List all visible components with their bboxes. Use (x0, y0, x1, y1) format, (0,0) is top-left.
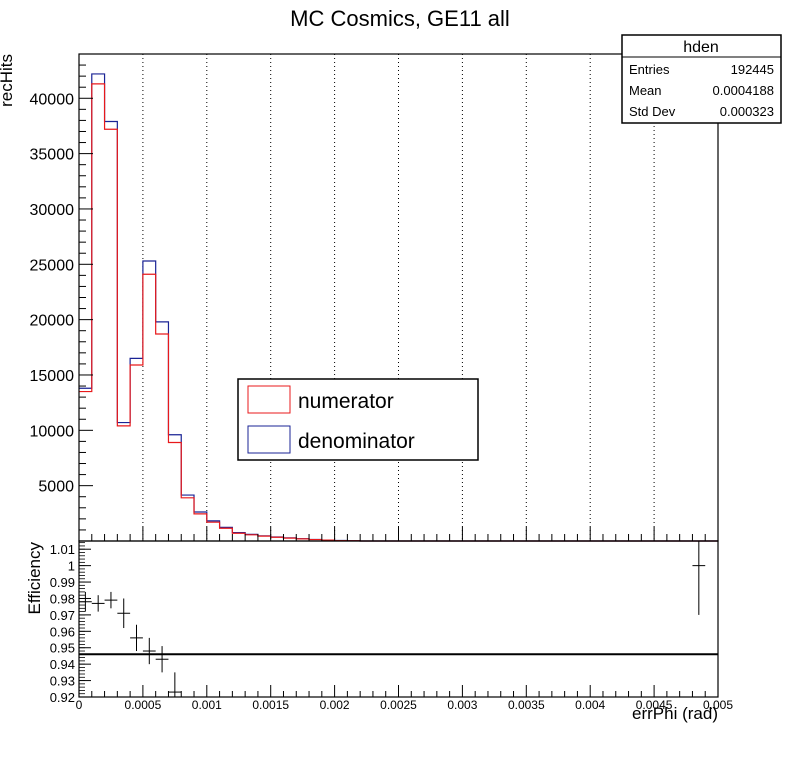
stats-mean-value: 0.0004188 (713, 83, 774, 98)
top-plot-frame (78, 53, 719, 542)
x-tick-label: 0.0045 (636, 698, 673, 712)
legend-frame (237, 378, 479, 461)
histogram-panel: 5000 10000 15000 20000 25000 30000 35000 40000 (30, 53, 719, 542)
efficiency-panel: 0.920.93 0.940.95 0.960.97 0.980.991 1.01 0 0.… (50, 540, 733, 712)
bottom-y-axis-label: Efficiency (25, 542, 44, 615)
stats-entries-value: 192445 (731, 62, 774, 77)
x-tick-label: 0.0005 (125, 698, 162, 712)
legend-swatch-numerator (247, 385, 291, 414)
bottom-y-tick-label: 1.01 (50, 542, 75, 557)
top-y-tick-label: 15000 (30, 368, 75, 385)
x-tick-label: 0.002 (320, 698, 350, 712)
stats-stddev-label: Std Dev (629, 104, 676, 119)
bottom-y-tick-label: 0.94 (50, 657, 75, 672)
x-tick-label: 0.001 (192, 698, 222, 712)
bottom-y-tick-label: 0.92 (50, 690, 75, 705)
top-y-tick-label: 25000 (30, 257, 75, 274)
legend: numerator denominator (237, 378, 479, 461)
x-tick-label: 0 (76, 698, 83, 712)
bottom-y-tick-label: 0.95 (50, 641, 75, 656)
chart-title: MC Cosmics, GE11 all (290, 6, 510, 31)
bottom-y-tick-label: 0.93 (50, 674, 75, 689)
histogram-numerator (79, 83, 718, 542)
stats-box: hden Entries 192445 Mean 0.0004188 Std D… (621, 34, 782, 124)
stats-mean-label: Mean (629, 83, 662, 98)
top-y-tick-label: 35000 (30, 147, 75, 164)
x-tick-label: 0.003 (447, 698, 477, 712)
top-y-tick-label: 5000 (38, 479, 74, 496)
stats-entries-label: Entries (629, 62, 670, 77)
legend-swatch-denominator (247, 425, 291, 454)
bottom-y-tick-label: 0.96 (50, 624, 75, 639)
legend-label-numerator: numerator (298, 390, 394, 413)
top-y-tick-label: 10000 (30, 423, 75, 440)
top-y-tick-label: 40000 (30, 91, 75, 108)
x-tick-label: 0.0025 (380, 698, 417, 712)
x-axis-label: errPhi (rad) (632, 704, 718, 723)
x-tick-label: 0.005 (703, 698, 733, 712)
bottom-y-tick-label: 0.97 (50, 608, 75, 623)
stats-box-name: hden (683, 39, 719, 56)
legend-label-denominator: denominator (298, 430, 415, 453)
top-y-tick-label: 30000 (30, 202, 75, 219)
bottom-y-tick-label: 0.98 (50, 591, 75, 606)
stats-stddev-value: 0.000323 (720, 104, 774, 119)
bottom-y-tick-label: 1 (68, 559, 75, 574)
x-tick-label: 0.0035 (508, 698, 545, 712)
stats-box-frame (621, 34, 782, 124)
top-y-tick-label: 20000 (30, 313, 75, 330)
bottom-y-tick-label: 0.99 (50, 575, 75, 590)
top-y-axis-label: recHits (0, 54, 16, 107)
x-tick-label: 0.0015 (252, 698, 289, 712)
x-tick-label: 0.004 (575, 698, 605, 712)
